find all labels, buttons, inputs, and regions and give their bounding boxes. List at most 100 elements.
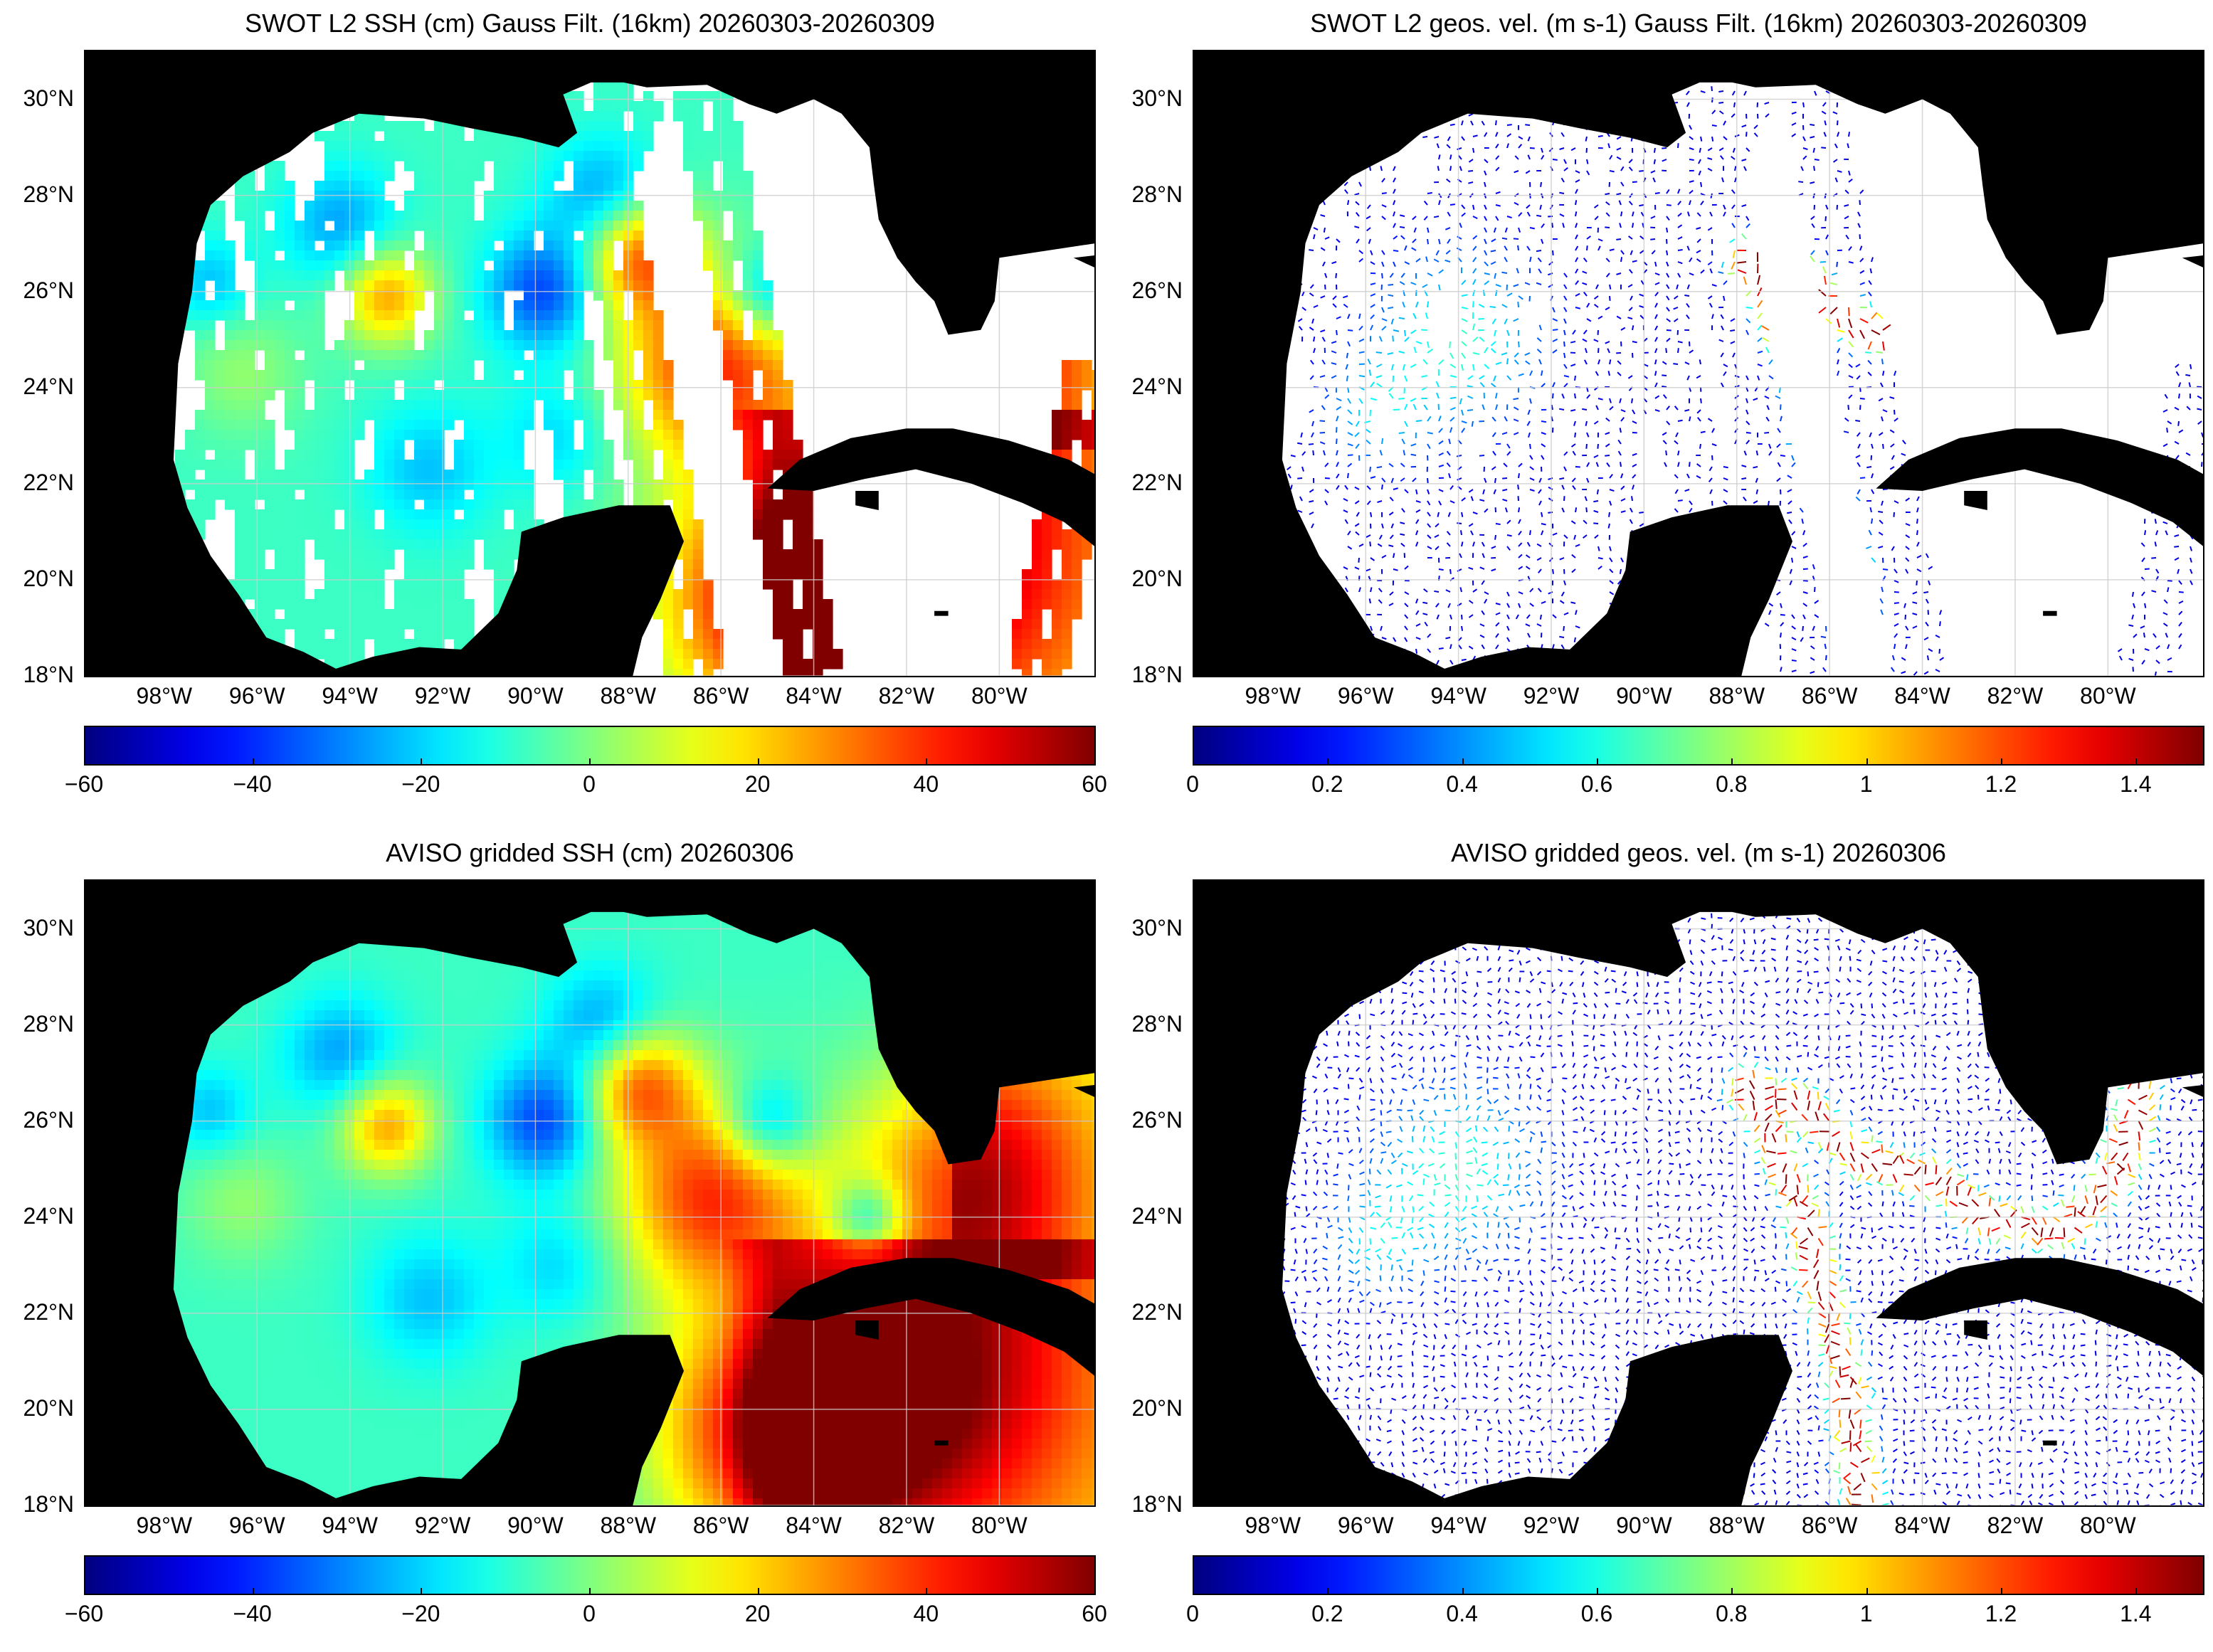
map-canvas [1194, 51, 2203, 676]
panel-title: SWOT L2 SSH (cm) Gauss Filt. (16km) 2026… [245, 9, 935, 38]
colorbar-tick-label: 1.4 [2120, 771, 2152, 797]
lat-tick-label: 18°N [23, 1491, 75, 1517]
lon-tick-label: 82°W [1987, 683, 2044, 709]
panel-swot-vel: SWOT L2 geos. vel. (m s-1) Gauss Filt. (… [1132, 9, 2204, 709]
lon-tick-label: 96°W [228, 1513, 285, 1538]
lat-tick-label: 24°N [23, 373, 75, 399]
lat-tick-label: 24°N [1131, 373, 1183, 399]
lon-tick-label: 80°W [2080, 1513, 2136, 1538]
lon-tick-label: 98°W [136, 683, 193, 709]
map-area [84, 879, 1096, 1507]
lat-tick-label: 28°N [1131, 181, 1183, 207]
colorbar-tick-label: 0.2 [1311, 771, 1343, 797]
colorbar-tick [926, 1588, 928, 1595]
colorbar-tick-label: 0 [583, 771, 596, 797]
colorbar [1193, 1555, 2204, 1595]
colorbar-tick [2135, 758, 2138, 766]
lon-tick-label: 84°W [1894, 683, 1950, 709]
lon-tick-label: 86°W [692, 683, 749, 709]
lon-tick-label: 90°W [1616, 1513, 1672, 1538]
colorbar-tick [84, 758, 85, 766]
panel-title: AVISO gridded SSH (cm) 20260306 [386, 838, 794, 867]
colorbar-tick [926, 758, 928, 766]
land-mask [85, 51, 1094, 676]
colorbar-tick-label: −20 [401, 1601, 440, 1626]
colorbar-tick-label: 0.6 [1580, 1601, 1613, 1626]
lon-tick-label: 92°W [1523, 683, 1580, 709]
colorbar-tick-label: −40 [233, 771, 272, 797]
lon-tick-label: 98°W [136, 1513, 193, 1538]
lat-tick-label: 26°N [1131, 1106, 1183, 1133]
lat-tick-label: 30°N [23, 914, 75, 941]
lon-tick-label: 84°W [786, 1513, 842, 1538]
colorbar-tick-label: 60 [1082, 771, 1107, 797]
colorbar-tick [2001, 758, 2002, 766]
colorbar [1193, 726, 2204, 766]
lon-tick-label: 96°W [228, 683, 285, 709]
colorbar-tick [757, 758, 759, 766]
colorbar-tick [1597, 758, 1598, 766]
colorbar-tick-label: 0.8 [1716, 1601, 1748, 1626]
lon-tick-label: 90°W [1616, 683, 1672, 709]
colorbar-tick [252, 1588, 254, 1595]
lon-tick-label: 98°W [1245, 1513, 1301, 1538]
lon-tick-label: 98°W [1245, 683, 1301, 709]
panel-swot-ssh: SWOT L2 SSH (cm) Gauss Filt. (16km) 2026… [23, 9, 1096, 709]
lat-tick-label: 28°N [1131, 1010, 1183, 1037]
colorbar-tick-label: −60 [64, 1601, 104, 1626]
lon-tick-label: 88°W [1708, 683, 1765, 709]
colorbar-tick [1462, 1588, 1464, 1595]
colorbar-tick [1597, 1588, 1598, 1595]
lat-tick-label: 28°N [23, 1010, 75, 1037]
land-mask [1194, 51, 2203, 676]
lat-tick-label: 30°N [23, 85, 75, 111]
colorbar-tick [757, 1588, 759, 1595]
lon-tick-label: 82°W [878, 1513, 935, 1538]
lon-tick-label: 88°W [1708, 1513, 1765, 1538]
lat-tick-label: 24°N [23, 1202, 75, 1229]
lat-tick-label: 26°N [23, 1106, 75, 1133]
colorbar-tick-label: 0 [583, 1601, 596, 1626]
lat-tick-label: 22°N [23, 469, 75, 495]
colorbar-tick-label: 1.2 [1985, 1601, 2017, 1626]
panel-title: SWOT L2 geos. vel. (m s-1) Gauss Filt. (… [1310, 9, 2087, 38]
colorbar-tick [2135, 1588, 2138, 1595]
colorbar-tick-label: 60 [1082, 1601, 1107, 1626]
lon-tick-label: 94°W [1430, 1513, 1486, 1538]
lon-tick-label: 88°W [600, 1513, 657, 1538]
panel-aviso-ssh: AVISO gridded SSH (cm) 20260306 30°N 28°N 2… [23, 838, 1096, 1538]
map-area [1193, 879, 2204, 1507]
lat-tick-label: 28°N [23, 181, 75, 207]
lat-tick-label: 18°N [1131, 1491, 1183, 1517]
colorbar-tick [1094, 1588, 1096, 1595]
colorbar-tick [1462, 758, 1464, 766]
lat-tick-label: 26°N [23, 277, 75, 303]
lon-tick-label: 86°W [1801, 1513, 1858, 1538]
lon-tick-label: 82°W [878, 683, 935, 709]
lat-tick-label: 20°N [1131, 565, 1183, 591]
lat-tick-label: 18°N [23, 662, 75, 687]
land-mask [1194, 881, 2203, 1505]
panel-aviso-vel: AVISO gridded geos. vel. (m s-1) 2026030… [1132, 838, 2204, 1538]
lon-tick-label: 96°W [1337, 683, 1394, 709]
map-canvas [1194, 881, 2203, 1505]
lon-tick-label: 94°W [322, 1513, 378, 1538]
colorbar-tick [421, 758, 423, 766]
colorbar-tick [1193, 1588, 1194, 1595]
lon-tick-label: 80°W [971, 1513, 1028, 1538]
lat-tick-label: 30°N [1131, 914, 1183, 941]
lon-tick-label: 86°W [1801, 683, 1858, 709]
colorbar-tick [1094, 758, 1096, 766]
colorbar-tick-label: 40 [913, 1601, 939, 1626]
lon-tick-label: 94°W [1430, 683, 1486, 709]
colorbar-tick-label: 0.8 [1716, 771, 1748, 797]
colorbar-tick [589, 758, 591, 766]
lat-tick-label: 26°N [1131, 277, 1183, 303]
lon-tick-label: 88°W [600, 683, 657, 709]
panel-title: AVISO gridded geos. vel. (m s-1) 2026030… [1451, 838, 1946, 867]
colorbar-tick-label: 1 [1859, 771, 1873, 797]
lon-tick-label: 90°W [507, 683, 564, 709]
lon-tick-label: 80°W [2080, 683, 2136, 709]
colorbar-tick [1731, 758, 1733, 766]
colorbar-tick-label: 0 [1186, 1601, 1199, 1626]
